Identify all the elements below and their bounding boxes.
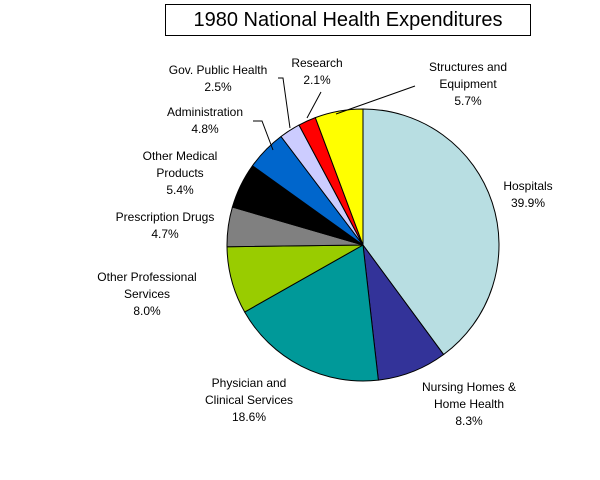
slice-value-label: 5.7% xyxy=(454,94,482,108)
slice-name-label: Home Health xyxy=(434,397,504,411)
slice-value-label: 2.1% xyxy=(303,73,331,87)
slice-value-label: 4.8% xyxy=(191,122,219,136)
slice-name-label: Clinical Services xyxy=(205,393,293,407)
slice-label-other-professional-services: Other Professional Services 8.0% xyxy=(97,270,196,318)
pie-slice-physician-and-clinical-services xyxy=(244,244,379,382)
leader-line-gov-public-health xyxy=(278,77,291,129)
leader-line-structures-and-equipment xyxy=(335,85,416,115)
slice-label-other-medical-products: Other Medical Products 5.4% xyxy=(143,149,218,197)
slice-value-label: 39.9% xyxy=(511,196,545,210)
slice-value-label: 5.4% xyxy=(166,183,194,197)
slice-value-label: 4.7% xyxy=(151,227,179,241)
slice-value-label: 8.3% xyxy=(455,414,483,428)
leader-line-research xyxy=(306,91,322,119)
pie-slice-hospitals xyxy=(362,108,500,356)
slice-value-label: 18.6% xyxy=(232,410,266,424)
slice-name-label: Equipment xyxy=(439,77,497,91)
slice-name-label: Services xyxy=(124,287,170,301)
slice-name-label: Nursing Homes & xyxy=(422,380,516,394)
pie-slice-structures-and-equipment xyxy=(314,108,364,246)
slice-name-label: Prescription Drugs xyxy=(116,210,215,224)
slice-name-label: Structures and xyxy=(429,60,507,74)
slice-name-label: Gov. Public Health xyxy=(169,63,268,77)
slice-label-research: Research 2.1% xyxy=(291,56,342,87)
slice-name-label: Other Medical xyxy=(143,149,218,163)
chart-title: 1980 National Health Expenditures xyxy=(165,4,531,36)
slice-name-label: Hospitals xyxy=(503,179,552,193)
slice-label-physician-and-clinical-services: Physician and Clinical Services 18.6% xyxy=(205,376,293,424)
slice-label-nursing-homes-and-home-health: Nursing Homes & Home Health 8.3% xyxy=(422,380,516,428)
slice-name-label: Products xyxy=(156,166,203,180)
slice-name-label: Other Professional xyxy=(97,270,196,284)
slice-name-label: Research xyxy=(291,56,342,70)
slice-label-prescription-drugs: Prescription Drugs 4.7% xyxy=(116,210,215,241)
slice-value-label: 2.5% xyxy=(204,80,232,94)
slice-label-structures-and-equipment: Structures and Equipment 5.7% xyxy=(429,60,507,108)
slice-label-gov-public-health: Gov. Public Health 2.5% xyxy=(169,63,268,94)
slice-name-label: Administration xyxy=(167,105,243,119)
slice-label-hospitals: Hospitals 39.9% xyxy=(503,179,552,210)
slice-name-label: Physician and xyxy=(212,376,287,390)
leader-line-administration xyxy=(253,120,274,151)
slice-value-label: 8.0% xyxy=(133,304,161,318)
slice-label-administration: Administration 4.8% xyxy=(167,105,243,136)
